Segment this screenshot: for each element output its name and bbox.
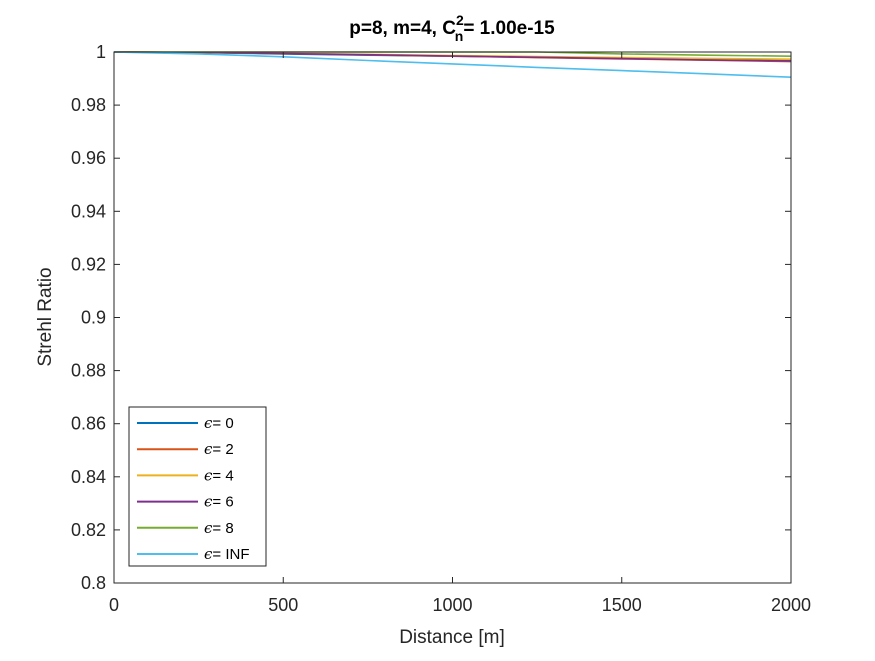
legend-name: 0 [225, 415, 233, 432]
y-tick-label: 0.96 [71, 148, 106, 168]
legend-label-2: ϵ= 4 [204, 466, 234, 484]
legend-separator: = [212, 441, 225, 458]
y-tick-label: 0.86 [71, 414, 106, 434]
y-tick-label: 0.92 [71, 254, 106, 274]
x-tick-label: 0 [109, 595, 119, 615]
y-tick-label: 0.98 [71, 95, 106, 115]
x-axis-ticks: 0 500 1000 1500 2000 [109, 52, 811, 615]
y-axis-ticks: 0.8 0.82 0.84 0.86 0.88 0.9 0.92 0.94 0.96 0.98 1 [71, 42, 791, 593]
legend-symbol: ϵ [204, 440, 213, 458]
x-tick-label: 1000 [432, 595, 472, 615]
y-tick-label: 0.84 [71, 467, 106, 487]
legend-name: INF [225, 546, 249, 563]
legend-separator: = [212, 520, 225, 537]
chart-title: p=8, m=4, C2 n= 1.00e-15 [349, 12, 555, 44]
legend-name: 4 [225, 467, 233, 484]
legend-separator: = [212, 494, 225, 511]
x-tick-label: 500 [268, 595, 298, 615]
title-suffix: = 1.00e-15 [463, 18, 555, 39]
legend-symbol: ϵ [204, 466, 213, 484]
y-tick-label: 0.88 [71, 361, 106, 381]
y-tick-label: 0.9 [81, 308, 106, 328]
y-axis-label: Strehl Ratio [35, 267, 56, 366]
x-tick-label: 2000 [771, 595, 811, 615]
legend-symbol: ϵ [204, 493, 213, 511]
legend-label-0: ϵ= 0 [204, 414, 234, 432]
legend-box [128, 406, 267, 567]
legend-separator: = [212, 546, 225, 563]
legend-entries: ϵ= 0ϵ= 2ϵ= 4ϵ= 6ϵ= 8ϵ= INF [137, 414, 250, 563]
legend-symbol: ϵ [204, 545, 213, 563]
legend-label-3: ϵ= 6 [204, 493, 234, 511]
title-prefix: p=8, m=4, C [349, 18, 456, 39]
x-axis-label: Distance [m] [399, 627, 505, 648]
legend-separator: = [212, 467, 225, 484]
legend-name: 8 [225, 520, 233, 537]
legend-name: 2 [225, 441, 233, 458]
legend: ϵ= 0ϵ= 2ϵ= 4ϵ= 6ϵ= 8ϵ= INF [128, 406, 267, 567]
series-line-5 [113, 51, 792, 78]
title-superscript: 2 [456, 12, 464, 28]
legend-label-1: ϵ= 2 [204, 440, 234, 458]
legend-separator: = [212, 415, 225, 432]
title-subscript: n [455, 28, 464, 44]
legend-label-5: ϵ= INF [204, 545, 250, 563]
legend-symbol: ϵ [204, 519, 213, 537]
x-tick-label: 1500 [602, 595, 642, 615]
y-tick-label: 0.94 [71, 201, 106, 221]
y-tick-label: 0.8 [81, 573, 106, 593]
legend-symbol: ϵ [204, 414, 213, 432]
legend-name: 6 [225, 494, 233, 511]
legend-label-4: ϵ= 8 [204, 519, 234, 537]
y-tick-label: 1 [96, 42, 106, 62]
y-tick-label: 0.82 [71, 520, 106, 540]
